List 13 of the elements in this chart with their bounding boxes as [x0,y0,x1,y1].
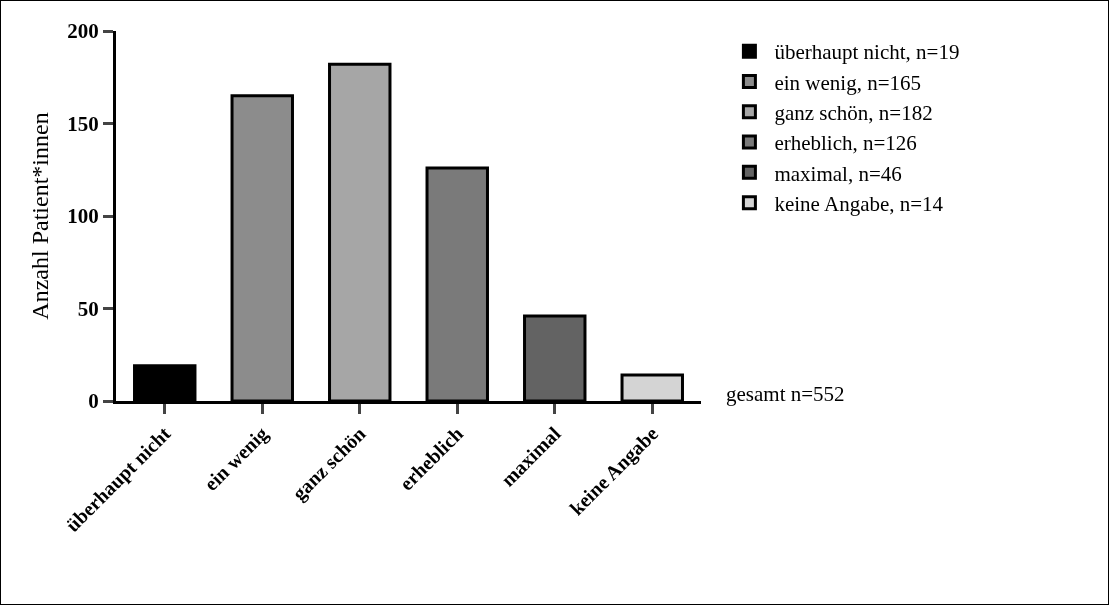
legend-label: überhaupt nicht, n=19 [774,40,960,65]
legend-label: erheblich, n=126 [774,131,917,156]
y-axis-title: Anzahl Patient*innen [27,112,54,320]
legend-label: keine Angabe, n=14 [774,191,944,216]
legend-label: ganz schön, n=182 [774,100,933,125]
legend-label: maximal, n=46 [774,161,902,186]
y-tick-label: 100 [67,204,99,229]
y-tick-label: 150 [67,111,99,136]
y-tick-label: 0 [88,389,99,414]
text: gesamt n=552 [726,382,845,406]
y-tick-label: 50 [77,296,99,321]
y-tick-label: 200 [67,19,99,44]
legend-label: ein wenig, n=165 [774,70,921,95]
